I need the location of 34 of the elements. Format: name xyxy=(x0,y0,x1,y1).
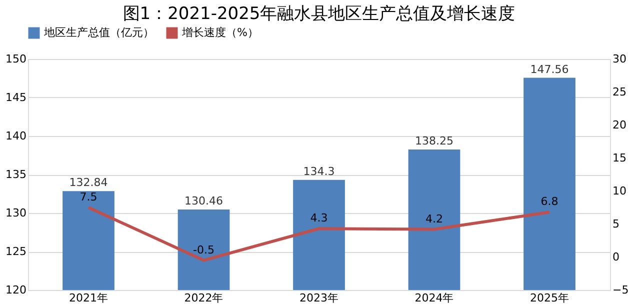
x-tick-label: 2024年 xyxy=(414,292,454,304)
y2-tick-label: 5 xyxy=(612,218,620,230)
data-label: 134.3 xyxy=(303,164,335,178)
data-label: 4.3 xyxy=(310,212,328,225)
y2-tick-label: 25 xyxy=(612,86,626,98)
legend-label: 地区生产总值（亿元） xyxy=(43,26,154,39)
x-tick-label: 2025年 xyxy=(530,292,569,304)
chart-title: 图1：2021-2025年融水县地区生产总值及增长速度 xyxy=(122,4,516,24)
x-tick-label: 2023年 xyxy=(300,292,338,304)
y-tick-label: 130 xyxy=(6,206,26,220)
y2-tick-label: 0 xyxy=(612,250,620,264)
data-label: 147.56 xyxy=(530,62,569,76)
y-tick-label: 120 xyxy=(6,284,26,296)
y-tick-label: 135 xyxy=(6,168,26,181)
data-label: 138.25 xyxy=(415,134,454,148)
data-label: -0.5 xyxy=(193,243,214,256)
legend-label: 增长速度（%） xyxy=(181,26,258,39)
y2-tick-label: 10 xyxy=(612,184,626,198)
data-label: 132.84 xyxy=(69,176,108,190)
data-label: 4.2 xyxy=(426,212,443,226)
data-label: 130.46 xyxy=(184,194,223,208)
y2-tick-label: 20 xyxy=(612,118,626,132)
data-label: 6.8 xyxy=(540,195,558,208)
x-tick-label: 2021年 xyxy=(69,292,108,304)
y-tick-label: 125 xyxy=(6,245,26,258)
y-tick-label: 150 xyxy=(6,52,26,66)
y2-tick-label: 30 xyxy=(612,52,626,66)
y-tick-label: 145 xyxy=(6,91,26,104)
x-tick-label: 2022年 xyxy=(184,292,224,304)
y2-tick-label: −5 xyxy=(612,284,629,296)
y2-tick-label: 15 xyxy=(612,152,626,164)
data-label: 7.5 xyxy=(80,190,98,204)
line-series xyxy=(87,206,551,262)
y-tick-label: 140 xyxy=(6,130,26,142)
